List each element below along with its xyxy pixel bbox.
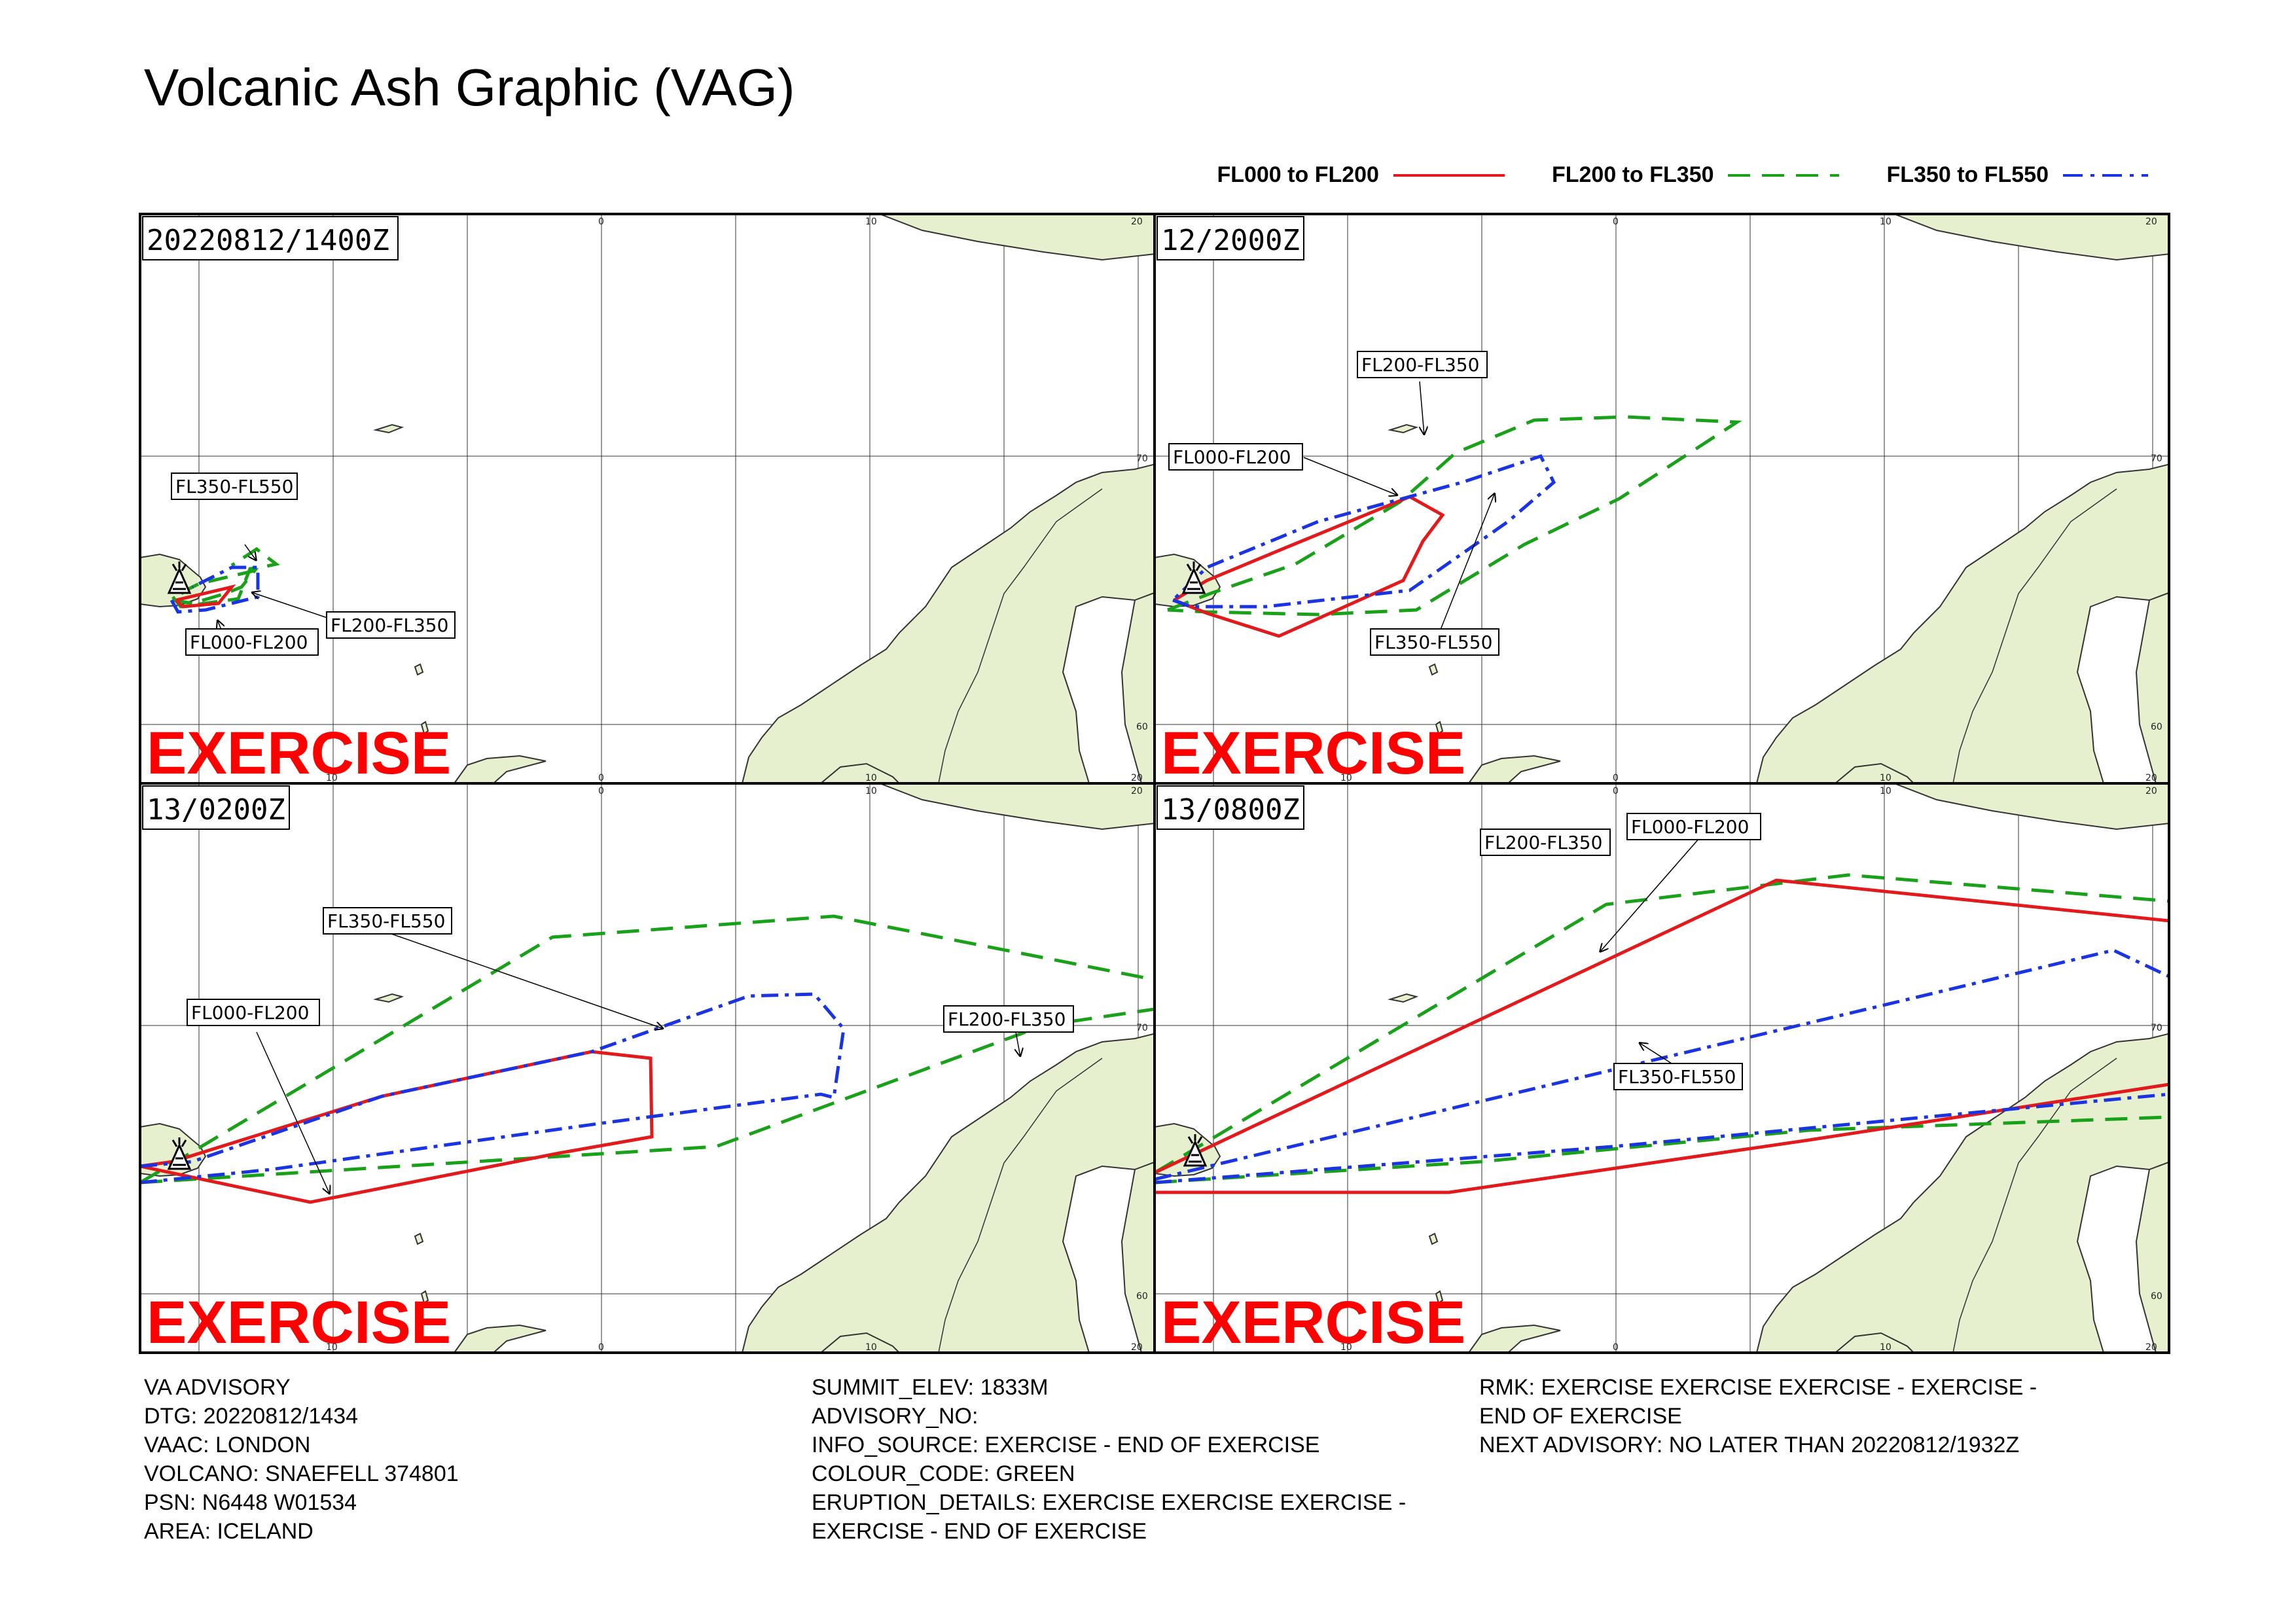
legend-entry-fl200-fl350: FL200 to FL350 bbox=[1552, 162, 1840, 188]
advisory-line: COLOUR_CODE: GREEN bbox=[812, 1461, 1075, 1486]
legend-entry-fl350-fl550: FL350 to FL550 bbox=[1886, 162, 2148, 188]
advisory-line: INFO_SOURCE: EXERCISE - END OF EXERCISE bbox=[812, 1433, 1320, 1457]
plume-label: FL000-FL200 bbox=[191, 1002, 309, 1024]
advisory-text: VA ADVISORY DTG: 20220812/1434 VAAC: LON… bbox=[144, 1373, 2179, 1546]
plume-label: FL350-FL550 bbox=[1374, 632, 1492, 653]
plume-label: FL200-FL350 bbox=[1484, 832, 1602, 853]
legend-line-solid bbox=[1393, 173, 1505, 177]
advisory-col-3: RMK: EXERCISE EXERCISE EXERCISE - EXERCI… bbox=[1479, 1373, 2147, 1546]
advisory-col-2: SUMMIT_ELEV: 1833M ADVISORY_NO: INFO_SOU… bbox=[812, 1373, 1479, 1546]
advisory-col-1: VA ADVISORY DTG: 20220812/1434 VAAC: LON… bbox=[144, 1373, 812, 1546]
plume-label: FL200-FL350 bbox=[948, 1008, 1066, 1030]
advisory-line: VOLCANO: SNAEFELL 374801 bbox=[144, 1461, 459, 1486]
plume-label: FL200-FL350 bbox=[1361, 354, 1479, 376]
advisory-line: VA ADVISORY bbox=[144, 1375, 291, 1400]
legend-label: FL000 to FL200 bbox=[1217, 162, 1379, 187]
panel-time: 20220812/1400Z bbox=[147, 224, 389, 257]
exercise-watermark: EXERCISE bbox=[1161, 720, 1465, 787]
page-title: Volcanic Ash Graphic (VAG) bbox=[144, 58, 795, 116]
map-panel-0200z: 13/0200Z FL350-FL550 FL000-FL200 FL200-F… bbox=[139, 782, 1156, 1356]
panel-time: 13/0800Z bbox=[1161, 793, 1300, 827]
legend-line-dashdot bbox=[2063, 173, 2148, 177]
advisory-line: NEXT ADVISORY: NO LATER THAN 20220812/19… bbox=[1479, 1433, 2020, 1457]
advisory-line: AREA: ICELAND bbox=[144, 1519, 314, 1544]
legend-entry-fl000-fl200: FL000 to FL200 bbox=[1217, 162, 1505, 188]
legend-line-dashed bbox=[1728, 173, 1840, 177]
plume-label: FL000-FL200 bbox=[1173, 446, 1291, 468]
exercise-watermark: EXERCISE bbox=[1161, 1289, 1465, 1356]
exercise-watermark: EXERCISE bbox=[147, 1289, 451, 1356]
plume-label: FL000-FL200 bbox=[1631, 816, 1749, 838]
legend: FL000 to FL200 FL200 to FL350 FL350 to F… bbox=[1170, 162, 2148, 188]
plume-label: FL350-FL550 bbox=[327, 910, 445, 932]
advisory-line: DTG: 20220812/1434 bbox=[144, 1404, 359, 1429]
advisory-line: VAAC: LONDON bbox=[144, 1433, 311, 1457]
exercise-watermark: EXERCISE bbox=[147, 720, 451, 787]
panel-time: 12/2000Z bbox=[1161, 224, 1300, 257]
plume-label: FL350-FL550 bbox=[175, 476, 293, 497]
plume-label: FL200-FL350 bbox=[331, 615, 448, 636]
map-panel-0800z: 13/0800Z FL200-FL350 FL000-FL200 FL350-F… bbox=[1153, 782, 2170, 1356]
map-panel-1400z: 20220812/1400Z FL350-FL550 FL000-FL200 F… bbox=[139, 213, 1156, 787]
advisory-line: ERUPTION_DETAILS: EXERCISE EXERCISE EXER… bbox=[812, 1490, 1407, 1515]
legend-label: FL200 to FL350 bbox=[1551, 162, 1714, 187]
plume-label: FL000-FL200 bbox=[190, 632, 308, 653]
legend-label: FL350 to FL550 bbox=[1886, 162, 2049, 187]
advisory-line: END OF EXERCISE bbox=[1479, 1404, 1682, 1429]
advisory-line: PSN: N6448 W01534 bbox=[144, 1490, 357, 1515]
advisory-line: RMK: EXERCISE EXERCISE EXERCISE - EXERCI… bbox=[1479, 1375, 2037, 1400]
panel-time: 13/0200Z bbox=[147, 793, 285, 827]
plume-label: FL350-FL550 bbox=[1618, 1066, 1736, 1088]
advisory-line: ADVISORY_NO: bbox=[812, 1404, 978, 1429]
map-panel-2000z: 12/2000Z FL200-FL350 FL000-FL200 FL350-F… bbox=[1153, 213, 2170, 787]
advisory-line: EXERCISE - END OF EXERCISE bbox=[812, 1519, 1147, 1544]
advisory-line: SUMMIT_ELEV: 1833M bbox=[812, 1375, 1049, 1400]
